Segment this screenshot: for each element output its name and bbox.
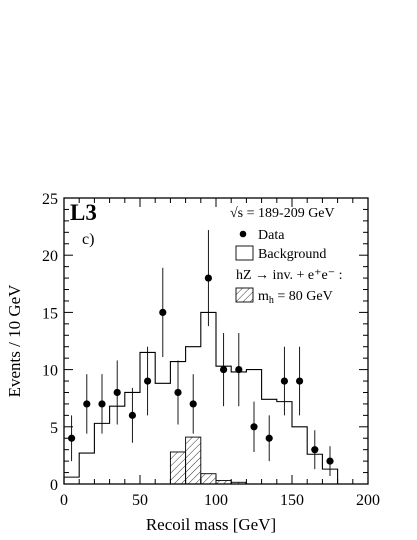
legend-signal-swatch xyxy=(235,287,254,303)
data-point xyxy=(98,400,106,408)
data-point xyxy=(113,388,121,397)
x-tick-label: 100 xyxy=(204,492,228,509)
legend-data-label: Data xyxy=(258,228,285,243)
data-point xyxy=(280,377,288,385)
signal-bar xyxy=(185,436,202,485)
x-tick-label: 0 xyxy=(60,492,68,509)
y-tick-label: 15 xyxy=(42,305,58,322)
signal-bar xyxy=(200,473,217,485)
data-point xyxy=(326,457,334,465)
data-point xyxy=(174,388,182,397)
legend-background-swatch xyxy=(235,245,254,261)
data-point xyxy=(220,366,228,374)
data-point xyxy=(204,274,212,282)
data-point xyxy=(68,434,76,442)
legend-signal-m: m xyxy=(258,289,269,304)
y-tick-label: 10 xyxy=(42,363,58,380)
x-tick-labels: 0 50 100 150 200 xyxy=(60,492,380,509)
y-tick-label: 25 xyxy=(42,191,58,208)
data-point xyxy=(250,423,258,431)
axis-ticks xyxy=(63,197,369,485)
data-point xyxy=(189,400,197,408)
legend: √s = 189-209 GeV Data Background hZ → in… xyxy=(230,206,343,306)
x-tick-label: 150 xyxy=(280,492,304,509)
data-point xyxy=(159,308,167,316)
x-tick-label: 50 xyxy=(132,492,148,509)
data-point xyxy=(144,377,152,385)
legend-data-marker xyxy=(239,230,247,238)
background-line xyxy=(63,311,339,484)
signal-bar xyxy=(169,451,187,485)
y-tick-label: 5 xyxy=(50,420,58,437)
legend-signal-header: hZ → inv. + e⁺e⁻ : xyxy=(236,268,343,283)
legend-signal-sub: h xyxy=(269,295,274,306)
legend-background-label: Background xyxy=(258,247,326,262)
signal-histogram xyxy=(169,436,247,485)
y-tick-label: 0 xyxy=(50,477,58,494)
x-tick-label: 200 xyxy=(356,492,380,509)
data-points xyxy=(68,230,334,476)
data-point xyxy=(235,366,243,374)
experiment-label: L3 xyxy=(70,200,97,225)
data-point xyxy=(83,400,91,408)
background-histogram xyxy=(63,311,339,484)
data-point xyxy=(128,411,136,419)
y-tick-label: 20 xyxy=(42,248,58,265)
data-point xyxy=(265,434,273,442)
y-axis-label: Events / 10 GeV xyxy=(5,284,24,398)
legend-signal-label: mh = 80 GeV xyxy=(258,289,333,306)
data-point xyxy=(311,446,319,454)
x-axis-label: Recoil mass [GeV] xyxy=(146,515,276,534)
data-point xyxy=(296,377,304,385)
panel-label: c) xyxy=(82,231,94,248)
y-tick-labels: 0 5 10 15 20 25 xyxy=(42,191,58,494)
legend-signal-value: = 80 GeV xyxy=(274,289,333,304)
legend-sqrt-s: √s = 189-209 GeV xyxy=(230,206,335,221)
